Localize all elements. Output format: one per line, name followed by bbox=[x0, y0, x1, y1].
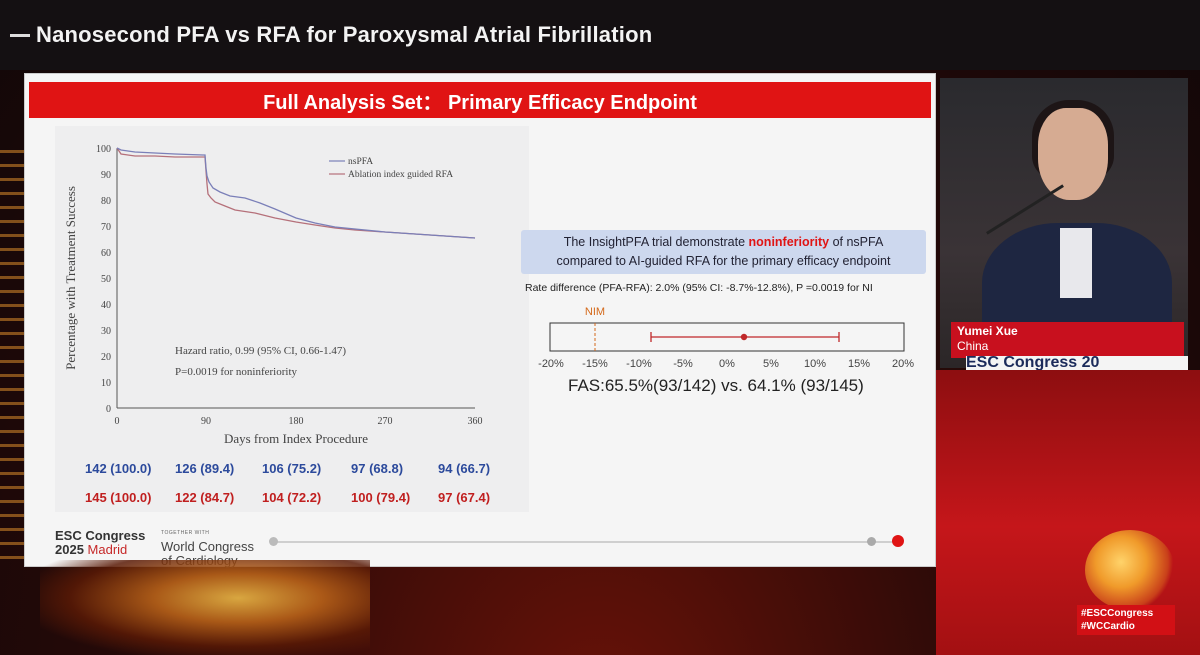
km-plot: 100 90 80 70 60 50 40 30 20 10 0 0 90 18… bbox=[63, 144, 483, 446]
y-tick: 30 bbox=[101, 326, 111, 337]
y-tick: 10 bbox=[101, 378, 111, 389]
x-tick: 0 bbox=[115, 416, 120, 427]
speaker-country: China bbox=[957, 339, 989, 353]
wc-line1: World Congress bbox=[161, 539, 254, 554]
x-tick: 90 bbox=[201, 416, 211, 427]
esc-year: 2025 bbox=[55, 542, 84, 557]
forest-frame bbox=[549, 322, 905, 352]
x-tick: 360 bbox=[468, 416, 483, 427]
x-axis-label: Days from Index Procedure bbox=[224, 431, 368, 446]
x-tick: 180 bbox=[289, 416, 304, 427]
rfa-curve bbox=[116, 147, 476, 239]
risk-cell: 142 (100.0) bbox=[85, 461, 152, 476]
callout-line-1: The InsightPFA trial demonstrate noninfe… bbox=[521, 233, 926, 252]
esc-congress-logo: ESC Congress 2025 Madrid bbox=[55, 529, 145, 557]
hashtag: #ESCCongress bbox=[1081, 608, 1154, 619]
y-tick: 40 bbox=[101, 300, 111, 311]
conclusion-callout: The InsightPFA trial demonstrate noninfe… bbox=[521, 230, 926, 274]
forest-tick: -5% bbox=[673, 358, 693, 370]
callout-line-2: compared to AI-guided RFA for the primar… bbox=[556, 254, 891, 268]
y-tick: 60 bbox=[101, 248, 111, 259]
callout-text: of nsPFA bbox=[829, 235, 884, 249]
speaker-nameplate: Yumei Xue China bbox=[951, 322, 1184, 358]
y-tick: 70 bbox=[101, 222, 111, 233]
forest-tick: -20% bbox=[538, 358, 564, 370]
slide-title-bar: Nanosecond PFA vs RFA for Paroxysmal Atr… bbox=[10, 22, 652, 48]
hashtag: #WCCardio bbox=[1081, 621, 1135, 632]
progress-dot bbox=[867, 537, 876, 546]
fas-summary: FAS:65.5%(93/142) vs. 64.1% (93/145) bbox=[568, 376, 864, 395]
risk-cell: 122 (84.7) bbox=[175, 490, 235, 505]
y-tick: 50 bbox=[101, 274, 111, 285]
hazard-ratio-annotation: Hazard ratio, 0.99 (95% CI, 0.66-1.47) bbox=[175, 345, 346, 357]
legend-nspfa: nsPFA bbox=[348, 157, 373, 167]
risk-cell: 104 (72.2) bbox=[262, 490, 322, 505]
speaker-collar bbox=[1060, 228, 1092, 298]
forest-tick: 15% bbox=[848, 358, 870, 370]
title-dash bbox=[10, 33, 30, 37]
y-axis-label: Percentage with Treatment Success bbox=[63, 186, 78, 370]
y-tick: 0 bbox=[106, 404, 111, 415]
km-plot-panel bbox=[55, 126, 529, 512]
p-value-annotation: P=0.0019 for noninferiority bbox=[175, 366, 297, 378]
nim-label: NIM bbox=[585, 306, 605, 318]
esc-logo-line2: 2025 Madrid bbox=[55, 543, 145, 557]
callout-text: The InsightPFA trial demonstrate bbox=[563, 235, 749, 249]
legend-rfa: Ablation index guided RFA bbox=[348, 170, 453, 180]
risk-cell: 97 (68.8) bbox=[351, 461, 404, 476]
risk-cell: 145 (100.0) bbox=[85, 490, 152, 505]
forest-tick: 0% bbox=[719, 358, 735, 370]
screen-top-band bbox=[0, 0, 1200, 70]
slide-progress-track bbox=[275, 541, 895, 543]
globe-logo bbox=[1085, 530, 1175, 610]
progress-current-dot bbox=[892, 535, 904, 547]
y-tick: 80 bbox=[101, 196, 111, 207]
risk-cell: 94 (66.7) bbox=[438, 461, 491, 476]
slide-banner: Full Analysis Set： Primary Efficacy Endp… bbox=[29, 82, 931, 118]
wc-small-text: TOGETHER WITH bbox=[161, 530, 210, 536]
speaker-video bbox=[940, 78, 1188, 368]
x-tick: 270 bbox=[378, 416, 393, 427]
slide-panel: Full Analysis Set： Primary Efficacy Endp… bbox=[24, 73, 936, 568]
risk-cell: 126 (89.4) bbox=[175, 461, 235, 476]
esc-logo-line1: ESC Congress bbox=[55, 528, 146, 543]
risk-cell: 97 (67.4) bbox=[438, 490, 491, 505]
forest-plot: NIM -20% -15% -10% -5% 0% 5% 10% 15% 20% bbox=[538, 306, 914, 370]
y-tick: 20 bbox=[101, 352, 111, 363]
esc-city: Madrid bbox=[87, 542, 128, 557]
nspfa-curve bbox=[116, 147, 476, 239]
point-estimate bbox=[740, 333, 748, 341]
speaker-name: Yumei Xue bbox=[957, 324, 1018, 338]
progress-start-dot bbox=[269, 537, 278, 546]
rate-difference: Rate difference (PFA-RFA): 2.0% (95% CI:… bbox=[525, 282, 873, 294]
y-tick: 90 bbox=[101, 170, 111, 181]
forest-tick: -15% bbox=[582, 358, 608, 370]
y-tick: 100 bbox=[96, 144, 111, 155]
background-lights-bottom bbox=[40, 560, 370, 655]
forest-tick: -10% bbox=[626, 358, 652, 370]
callout-highlight: noninferiority bbox=[748, 235, 830, 249]
speaker-face bbox=[1038, 108, 1108, 200]
forest-tick: 5% bbox=[763, 358, 779, 370]
risk-cell: 100 (79.4) bbox=[351, 490, 411, 505]
forest-tick: 10% bbox=[804, 358, 826, 370]
forest-tick: 20% bbox=[892, 358, 914, 370]
risk-cell: 106 (75.2) bbox=[262, 461, 322, 476]
congress-strip: ESC Congress 20 bbox=[966, 356, 1188, 370]
hashtag-badge: #ESCCongress #WCCardio bbox=[1077, 605, 1175, 635]
slide-title: Nanosecond PFA vs RFA for Paroxysmal Atr… bbox=[36, 22, 653, 47]
